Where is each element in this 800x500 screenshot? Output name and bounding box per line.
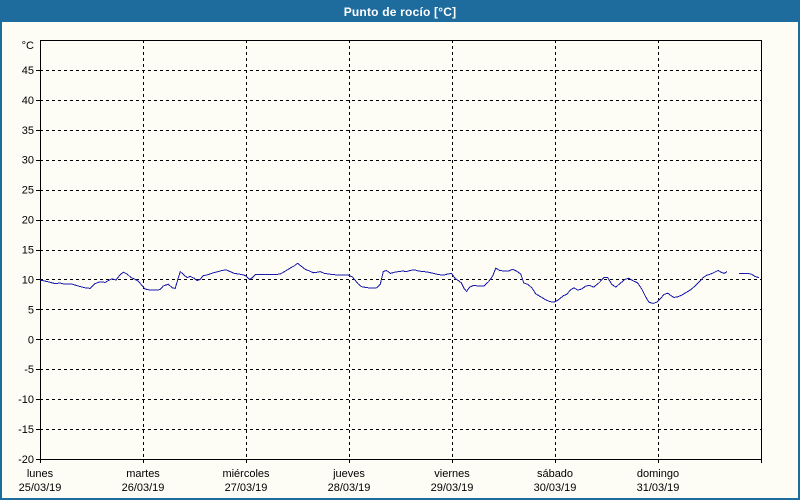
day-name-label: lunes <box>27 468 54 480</box>
y-axis-labels: °C 45 40 35 30 25 20 15 10 5 0 -5 -10 -15 -20 <box>18 40 34 466</box>
day-name-label: sábado <box>537 468 573 480</box>
chart-panel: °C 45 40 35 30 25 20 15 10 5 0 -5 -10 -15 -20 lunes 25/0… <box>2 22 798 498</box>
day-date-label: 30/03/19 <box>534 482 577 494</box>
svg-text:5: 5 <box>28 304 34 316</box>
svg-text:30: 30 <box>22 155 34 167</box>
day-name-label: martes <box>126 468 160 480</box>
svg-text:0: 0 <box>28 334 34 346</box>
plot-frame <box>40 40 762 460</box>
day-name-label: jueves <box>332 468 365 480</box>
day-date-label: 31/03/19 <box>637 482 680 494</box>
day-date-label: 28/03/19 <box>328 482 371 494</box>
day-date-label: 25/03/19 <box>19 482 62 494</box>
window-title: Punto de rocío [°C] <box>343 5 457 19</box>
svg-text:-15: -15 <box>18 424 34 436</box>
y-axis-unit-label: °C <box>22 40 34 52</box>
svg-text:20: 20 <box>22 215 34 227</box>
svg-text:35: 35 <box>22 125 34 137</box>
gridlines <box>40 40 761 459</box>
svg-text:15: 15 <box>22 245 34 257</box>
svg-text:-5: -5 <box>24 364 34 376</box>
day-name-label: miércoles <box>222 468 270 480</box>
series-line <box>39 262 760 304</box>
svg-text:40: 40 <box>22 95 34 107</box>
axis-ticks <box>36 70 762 463</box>
dew-point-chart: °C 45 40 35 30 25 20 15 10 5 0 -5 -10 -15 -20 lunes 25/0… <box>18 40 762 494</box>
svg-text:-10: -10 <box>18 394 34 406</box>
x-axis-labels: lunes 25/03/19 martes 26/03/19 miércoles 27/0… <box>19 468 680 494</box>
svg-text:10: 10 <box>22 274 34 286</box>
day-name-label: viernes <box>434 468 470 480</box>
svg-text:-20: -20 <box>18 454 34 466</box>
day-date-label: 29/03/19 <box>431 482 474 494</box>
day-date-label: 26/03/19 <box>122 482 165 494</box>
svg-text:45: 45 <box>22 65 34 77</box>
svg-text:25: 25 <box>22 185 34 197</box>
day-name-label: domingo <box>637 468 679 480</box>
window-titlebar: Punto de rocío [°C] <box>2 2 798 22</box>
day-date-label: 27/03/19 <box>225 482 268 494</box>
